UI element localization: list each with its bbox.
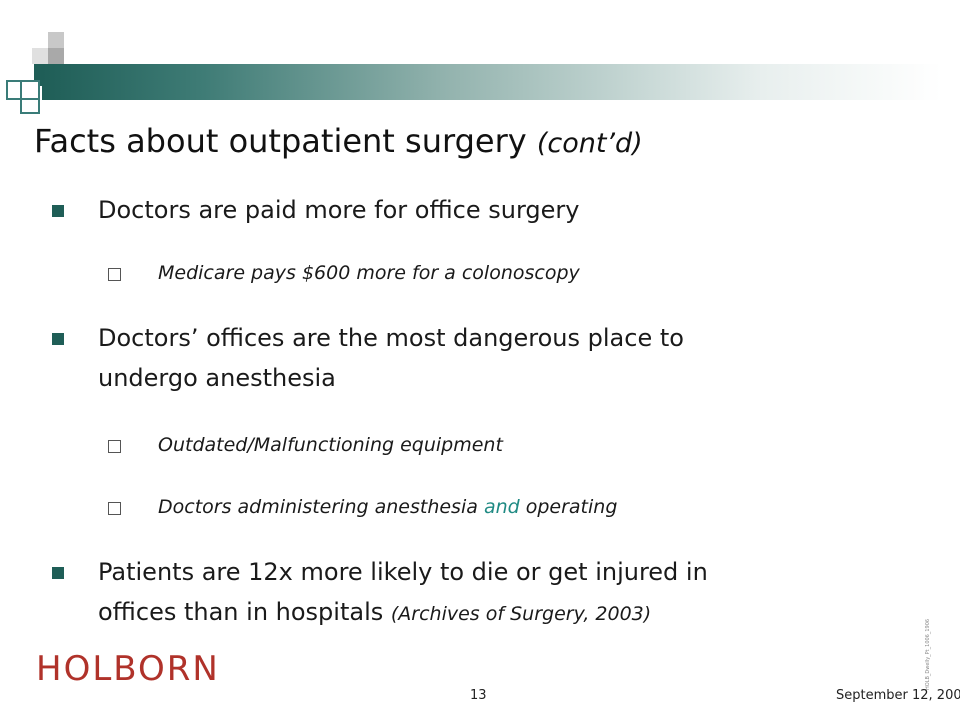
bullet-text: Patients are 12x more likely to die or g… bbox=[98, 552, 878, 634]
sub-bullet-text: Outdated/Malfunctioning equipment bbox=[158, 434, 503, 456]
hollow-square-bullet-icon bbox=[108, 502, 121, 515]
sub-bullet-text: Medicare pays $600 more for a colonoscop… bbox=[158, 262, 580, 284]
bullet-text-line2: undergo anesthesia bbox=[98, 364, 336, 392]
sub-bullet-text-pre: Doctors administering anesthesia bbox=[158, 496, 484, 518]
page-number: 13 bbox=[470, 688, 487, 703]
side-note: HOLB_Dwelly_Pt_1006_1906 bbox=[925, 618, 931, 690]
slide-title: Facts about outpatient surgery (cont’d) bbox=[34, 122, 643, 160]
hollow-square-bullet-icon bbox=[108, 440, 121, 453]
citation: (Archives of Surgery, 2003) bbox=[390, 603, 652, 625]
bullet-text: Doctors are paid more for office surgery bbox=[98, 196, 580, 224]
sub-bullet-text: Doctors administering anesthesia and ope… bbox=[158, 492, 617, 522]
sub-bullet-text-emphasis: and bbox=[483, 496, 520, 518]
square-bullet-icon bbox=[52, 333, 64, 345]
header-gradient-bar bbox=[42, 64, 942, 100]
footer-date: September 12, 2006 bbox=[836, 688, 960, 703]
square-bullet-icon bbox=[52, 567, 64, 579]
holborn-logo: HOLBORN bbox=[36, 649, 220, 689]
sub-bullet-text-post: operating bbox=[519, 496, 618, 518]
square-bullet-icon bbox=[52, 205, 64, 217]
bullet-text-line1: Doctors’ offices are the most dangerous … bbox=[98, 324, 684, 352]
bullet-text-line1: Patients are 12x more likely to die or g… bbox=[98, 558, 708, 586]
bullet-text: Doctors’ offices are the most dangerous … bbox=[98, 318, 878, 398]
title-main: Facts about outpatient surgery bbox=[34, 122, 527, 160]
hollow-square-bullet-icon bbox=[108, 268, 121, 281]
title-suffix: (cont’d) bbox=[536, 128, 643, 159]
bullet-text-line2: offices than in hospitals bbox=[98, 598, 391, 626]
